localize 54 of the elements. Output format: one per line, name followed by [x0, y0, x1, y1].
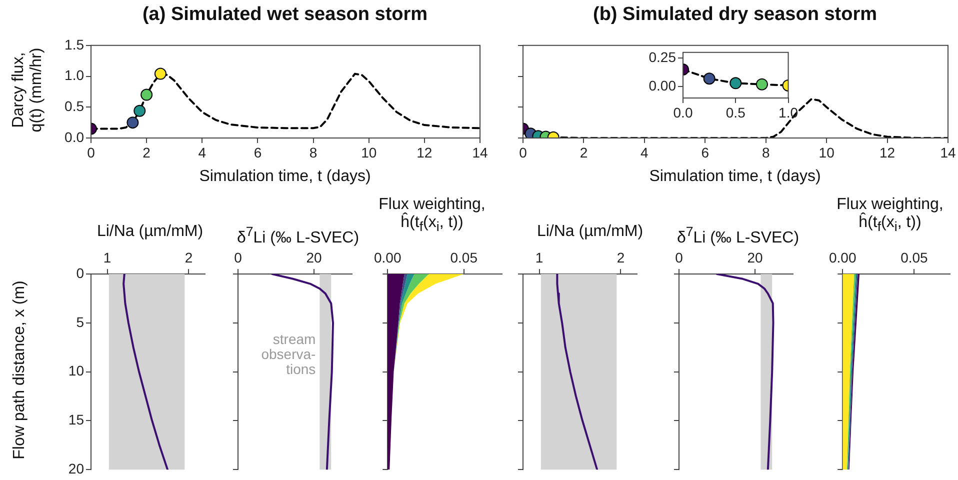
x-tick-label: 0.0 [673, 104, 693, 120]
x-tick-label: 0.00 [374, 249, 402, 266]
x-tick-label: 1.0 [778, 104, 798, 120]
y-tick-label: 20 [68, 460, 84, 476]
point [730, 77, 742, 90]
x-tick-label: 0.5 [726, 104, 746, 120]
y-tick-label: 1.5 [64, 36, 84, 52]
x-tick-label: 2 [580, 144, 588, 160]
y-axis-title: Flow path distance, x (m) [11, 280, 29, 460]
x-tick-label: 20 [306, 249, 322, 266]
x-tick-label: 1 [103, 249, 112, 266]
x-tick-label: 8 [762, 144, 770, 160]
x-axis-title: δ$^{7}$Li (‰ L-SVEC) [676, 223, 800, 248]
x-tick-label: 6 [254, 144, 262, 160]
x-tick-label: 0 [234, 249, 242, 266]
x-tick-label: 12 [879, 144, 896, 160]
y-tick-label: 5 [76, 314, 84, 330]
y-tick-label: 15 [68, 412, 84, 428]
x-axis-title: Simulation time, t (days) [199, 168, 371, 186]
chart-title: (a) Simulated wet season storm [142, 4, 428, 25]
x-tick-label: 20 [747, 249, 763, 266]
x-tick-label: 12 [416, 144, 432, 160]
x-tick-label: 2 [616, 249, 625, 266]
x-tick-label: 0.05 [450, 249, 478, 266]
x-tick-label: 4 [640, 144, 649, 160]
x-tick-label: 2 [184, 249, 193, 266]
x-tick-label: 14 [472, 144, 488, 160]
x-axis-title: Flux weighting, ĥ(t$_{f}$(x$_{i}$, t)) [836, 196, 944, 236]
x-tick-label: 2 [142, 144, 151, 160]
x-axis-title: Simulation time, t (days) [649, 168, 821, 186]
x-tick-label: 1 [535, 249, 544, 266]
x-axis-title: δ$^{7}$Li (‰ L-SVEC) [236, 223, 360, 248]
x-tick-label: 14 [940, 144, 956, 160]
x-tick-label: 0.05 [900, 249, 928, 266]
y-tick-label: 0.25 [648, 48, 676, 65]
y-tick-label: 10 [68, 362, 84, 379]
y-axis-title: Darcy flux, q(t) (mm/hr) [10, 48, 46, 132]
x-axis-title: Li/Na (µm/mM) [96, 223, 204, 241]
x-tick-label: 0.00 [829, 249, 856, 266]
y-tick-label: 0.0 [64, 128, 84, 145]
x-tick-label: 0 [519, 144, 528, 160]
y-tick-label: 1.0 [64, 67, 84, 84]
chart-title: (b) Simulated dry season storm [592, 4, 878, 25]
x-tick-label: 0 [87, 144, 96, 160]
y-tick-label: 0 [76, 264, 84, 281]
x-tick-label: 10 [818, 144, 835, 160]
x-axis-title: Flux weighting, ĥ(t$_{f}$(x$_{i}$, t)) [378, 196, 486, 236]
x-axis-title: Li/Na (µm/mM) [536, 223, 644, 241]
point [756, 78, 768, 90]
x-tick-label: 6 [701, 144, 710, 160]
x-tick-label: 8 [309, 144, 318, 160]
band-label: stream observa- tions [260, 331, 316, 377]
x-tick-label: 4 [198, 144, 206, 160]
x-tick-label: 10 [361, 144, 377, 160]
